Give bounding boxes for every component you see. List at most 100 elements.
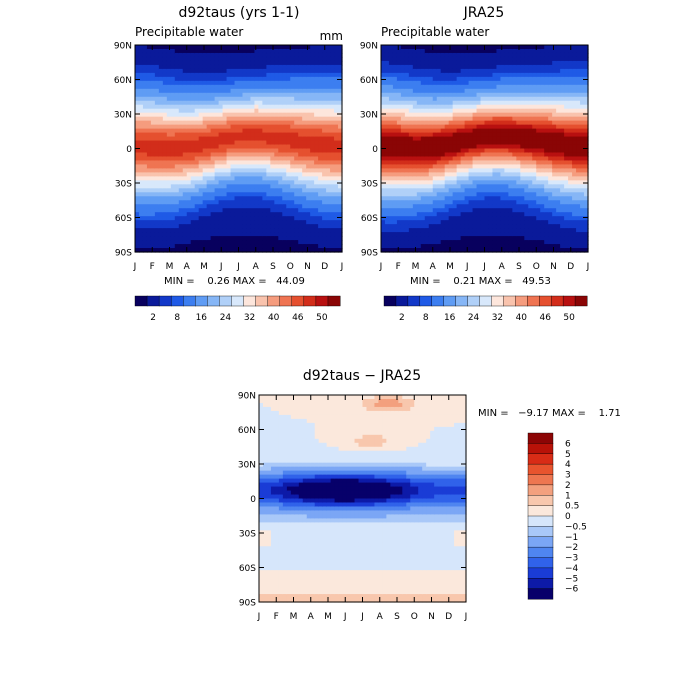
heatmap-cell: [504, 228, 509, 233]
heatmap-cell: [238, 124, 244, 130]
heatmap-cell: [540, 216, 545, 221]
y-tick-label: 0: [126, 145, 132, 155]
heatmap-cell: [150, 188, 156, 193]
heatmap-cell: [198, 64, 204, 70]
heatmap-cell: [448, 96, 454, 102]
heatmap-cell: [234, 180, 240, 185]
heatmap-cell: [306, 240, 311, 245]
heatmap-cell: [428, 232, 434, 237]
heatmap-cell: [254, 92, 259, 98]
heatmap-cell: [488, 212, 494, 217]
heatmap-cell: [381, 248, 386, 253]
heatmap-cell: [254, 152, 259, 158]
heatmap-cell: [210, 196, 216, 201]
heatmap-cell: [428, 224, 434, 229]
heatmap-cell: [182, 68, 188, 74]
heatmap-cell: [444, 164, 450, 169]
heatmap-cell: [540, 136, 545, 142]
heatmap-cell: [516, 76, 521, 82]
heatmap-cell: [396, 56, 402, 62]
heatmap-cell: [528, 204, 533, 209]
heatmap-cell: [416, 156, 422, 162]
heatmap-cell: [384, 76, 390, 82]
heatmap-cell: [142, 144, 148, 150]
heatmap-cell: [512, 232, 517, 237]
heatmap-cell: [250, 228, 256, 233]
heatmap-cell: [135, 124, 140, 130]
heatmap-cell: [270, 228, 275, 233]
heatmap-cell: [258, 156, 263, 162]
heatmap-cell: [408, 180, 414, 185]
heatmap-cell: [310, 116, 315, 122]
heatmap-cell: [298, 196, 303, 201]
heatmap-cell: [206, 208, 212, 213]
heatmap-cell: [432, 248, 438, 253]
heatmap-cell: [282, 100, 287, 106]
heatmap-cell: [524, 224, 529, 229]
heatmap-cell: [408, 224, 414, 229]
heatmap-cell: [238, 240, 244, 245]
heatmap-cell: [294, 248, 299, 253]
heatmap-cell: [270, 140, 275, 146]
heatmap-cell: [178, 184, 184, 189]
heatmap-cell: [206, 236, 212, 241]
heatmap-cell: [322, 132, 327, 138]
heatmap-cell: [150, 136, 156, 142]
heatmap-cell: [444, 84, 450, 90]
heatmap-cell: [250, 224, 256, 229]
heatmap-cell: [186, 184, 192, 189]
heatmap-cell: [226, 236, 232, 241]
heatmap-cell: [326, 220, 331, 225]
heatmap-cell: [142, 64, 148, 70]
heatmap-cell: [388, 116, 394, 122]
heatmap-cell: [480, 96, 486, 102]
heatmap-cell: [202, 116, 208, 122]
heatmap-cell: [138, 196, 144, 201]
heatmap-cell: [508, 188, 513, 193]
heatmap-cell: [186, 136, 192, 142]
heatmap-cell: [524, 208, 529, 213]
heatmap-cell: [456, 164, 462, 169]
heatmap-cell: [540, 124, 545, 130]
heatmap-cell: [226, 156, 232, 162]
heatmap-cell: [234, 236, 240, 241]
heatmap-cell: [524, 212, 529, 217]
heatmap-cell: [190, 180, 196, 185]
heatmap-cell: [298, 72, 303, 78]
heatmap-cell: [464, 244, 470, 249]
heatmap-cell: [190, 184, 196, 189]
heatmap-cell: [484, 220, 490, 225]
heatmap-cell: [500, 140, 505, 146]
heatmap-cell: [500, 56, 505, 62]
heatmap-cell: [338, 204, 343, 209]
heatmap-cell: [334, 204, 339, 209]
heatmap-cell: [266, 184, 271, 189]
heatmap-cell: [142, 196, 148, 201]
heatmap-cell: [290, 236, 295, 241]
heatmap-cell: [388, 196, 394, 201]
heatmap-cell: [508, 192, 513, 197]
heatmap-cell: [154, 108, 160, 114]
heatmap-cell: [396, 152, 402, 158]
heatmap-cell: [432, 240, 438, 245]
heatmap-cell: [306, 180, 311, 185]
heatmap-cell: [218, 200, 224, 205]
heatmap-cell: [178, 188, 184, 193]
heatmap-cell: [270, 84, 275, 90]
heatmap-cell: [294, 96, 299, 102]
heatmap-cell: [400, 112, 406, 118]
heatmap-cell: [222, 152, 228, 158]
heatmap-cell: [544, 224, 549, 229]
heatmap-cell: [230, 236, 236, 241]
heatmap-cell: [424, 72, 430, 78]
heatmap-cell: [282, 144, 287, 150]
heatmap-cell: [384, 152, 390, 158]
heatmap-cell: [404, 108, 410, 114]
heatmap-cell: [480, 176, 486, 181]
heatmap-cell: [456, 72, 462, 78]
heatmap-cell: [400, 204, 406, 209]
heatmap-cell: [440, 236, 446, 241]
heatmap-cell: [544, 128, 549, 134]
heatmap-cell: [536, 124, 541, 130]
heatmap-cell: [388, 96, 394, 102]
